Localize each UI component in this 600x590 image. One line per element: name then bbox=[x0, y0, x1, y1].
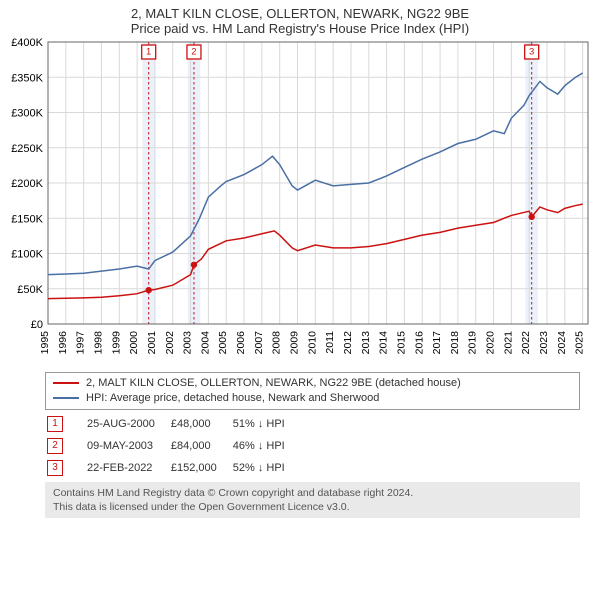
price-vs-hpi-chart: £0 £50K £100K £150K £200K £250K £300K £350K £400… bbox=[0, 36, 600, 366]
svg-text:£200K: £200K bbox=[11, 178, 43, 190]
svg-text:2001: 2001 bbox=[146, 331, 158, 355]
sale-date: 22-FEB-2022 bbox=[87, 458, 169, 478]
svg-text:2013: 2013 bbox=[360, 331, 372, 355]
svg-text:1999: 1999 bbox=[110, 331, 122, 355]
svg-text:2021: 2021 bbox=[502, 331, 514, 355]
svg-text:2004: 2004 bbox=[199, 331, 211, 355]
svg-text:2017: 2017 bbox=[431, 331, 443, 355]
svg-text:2000: 2000 bbox=[128, 331, 140, 355]
svg-text:1998: 1998 bbox=[92, 331, 104, 355]
svg-text:2016: 2016 bbox=[413, 331, 425, 355]
svg-text:1997: 1997 bbox=[75, 331, 87, 355]
svg-text:2011: 2011 bbox=[324, 331, 336, 354]
svg-text:2022: 2022 bbox=[520, 331, 532, 355]
sale-row: 1 25-AUG-2000£48,00051% ↓ HPI bbox=[47, 414, 299, 434]
svg-text:2015: 2015 bbox=[395, 331, 407, 355]
sale-price: £48,000 bbox=[171, 414, 231, 434]
svg-text:2019: 2019 bbox=[467, 331, 479, 355]
sale-row: 3 22-FEB-2022£152,00052% ↓ HPI bbox=[47, 458, 299, 478]
sale-hpi-relative: 51% ↓ HPI bbox=[233, 414, 299, 434]
svg-text:2025: 2025 bbox=[574, 331, 586, 355]
chart-legend: 2, MALT KILN CLOSE, OLLERTON, NEWARK, NG… bbox=[45, 372, 580, 410]
svg-text:2002: 2002 bbox=[164, 331, 176, 355]
sale-number-badge: 2 bbox=[47, 438, 63, 454]
svg-text:2010: 2010 bbox=[306, 331, 318, 355]
svg-text:2008: 2008 bbox=[271, 331, 283, 355]
sales-table: 1 25-AUG-2000£48,00051% ↓ HPI 2 09-MAY-2003… bbox=[45, 412, 301, 480]
sale-price: £152,000 bbox=[171, 458, 231, 478]
svg-text:2014: 2014 bbox=[378, 331, 390, 355]
svg-text:1: 1 bbox=[146, 47, 151, 58]
svg-text:2012: 2012 bbox=[342, 331, 354, 355]
sale-hpi-relative: 52% ↓ HPI bbox=[233, 458, 299, 478]
svg-text:2003: 2003 bbox=[182, 331, 194, 355]
attribution-footer: Contains HM Land Registry data © Crown c… bbox=[45, 482, 580, 518]
sale-row: 2 09-MAY-2003£84,00046% ↓ HPI bbox=[47, 436, 299, 456]
legend-subject: 2, MALT KILN CLOSE, OLLERTON, NEWARK, NG… bbox=[52, 376, 573, 391]
svg-text:2023: 2023 bbox=[538, 331, 550, 355]
sale-number-badge: 1 bbox=[47, 416, 63, 432]
sale-number-badge: 3 bbox=[47, 460, 63, 476]
svg-text:£0: £0 bbox=[31, 319, 43, 331]
sale-hpi-relative: 46% ↓ HPI bbox=[233, 436, 299, 456]
footer-line2: This data is licensed under the Open Gov… bbox=[53, 500, 572, 514]
svg-text:3: 3 bbox=[529, 47, 534, 58]
svg-text:£300K: £300K bbox=[11, 108, 43, 120]
svg-text:2005: 2005 bbox=[217, 331, 229, 355]
svg-text:2024: 2024 bbox=[556, 331, 568, 355]
svg-text:2009: 2009 bbox=[289, 331, 301, 355]
svg-text:2: 2 bbox=[191, 47, 196, 58]
svg-text:£150K: £150K bbox=[11, 213, 43, 225]
legend-subject-label: 2, MALT KILN CLOSE, OLLERTON, NEWARK, NG… bbox=[86, 376, 461, 391]
sale-date: 25-AUG-2000 bbox=[87, 414, 169, 434]
svg-text:£100K: £100K bbox=[11, 249, 43, 261]
svg-text:2020: 2020 bbox=[485, 331, 497, 355]
svg-text:2006: 2006 bbox=[235, 331, 247, 355]
footer-line1: Contains HM Land Registry data © Crown c… bbox=[53, 486, 572, 500]
sale-date: 09-MAY-2003 bbox=[87, 436, 169, 456]
chart-title-line1: 2, MALT KILN CLOSE, OLLERTON, NEWARK, NG… bbox=[0, 6, 600, 21]
svg-text:1996: 1996 bbox=[57, 331, 69, 355]
chart-title-line2: Price paid vs. HM Land Registry's House … bbox=[0, 21, 600, 36]
legend-hpi: HPI: Average price, detached house, Newa… bbox=[52, 391, 573, 406]
svg-text:£250K: £250K bbox=[11, 143, 43, 155]
svg-text:1995: 1995 bbox=[39, 331, 51, 355]
svg-text:2018: 2018 bbox=[449, 331, 461, 355]
sale-price: £84,000 bbox=[171, 436, 231, 456]
svg-text:£400K: £400K bbox=[11, 37, 43, 49]
svg-text:2007: 2007 bbox=[253, 331, 265, 355]
legend-hpi-label: HPI: Average price, detached house, Newa… bbox=[86, 391, 379, 406]
svg-text:£350K: £350K bbox=[11, 72, 43, 84]
svg-text:£50K: £50K bbox=[17, 284, 43, 296]
